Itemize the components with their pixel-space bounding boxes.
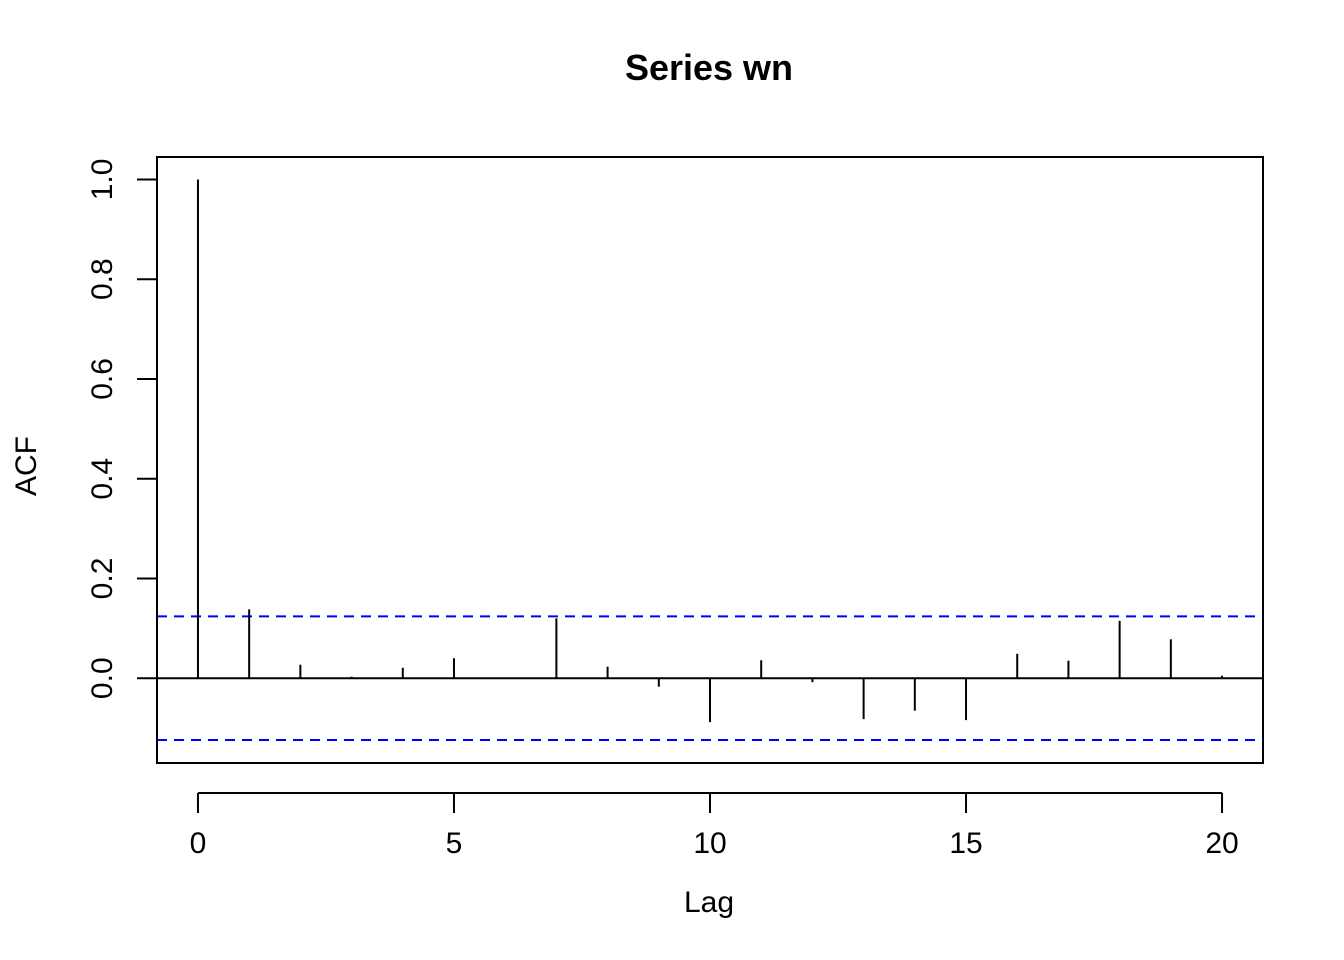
- x-axis-label: Lag: [684, 886, 734, 919]
- chart-marks: 0 5 10 15 20 0.0 0.2 0.4 0.6 0.8 1.0: [86, 159, 1263, 860]
- plot-frame: [156, 156, 1264, 764]
- x-tick-label: 5: [446, 827, 463, 860]
- y-tick-label: 0.8: [86, 258, 119, 300]
- x-tick-label: 0: [190, 827, 207, 860]
- x-tick-label: 20: [1205, 827, 1238, 860]
- y-tick-label: 0.6: [86, 358, 119, 400]
- y-tick-label: 0.4: [86, 458, 119, 500]
- y-tick-label: 1.0: [86, 159, 119, 201]
- y-axis-label: ACF: [10, 436, 43, 496]
- chart-title: Series wn: [625, 47, 793, 88]
- x-tick-label: 15: [949, 827, 982, 860]
- x-tick-label: 10: [693, 827, 726, 860]
- y-tick-label: 0.2: [86, 558, 119, 600]
- y-tick-label: 0.0: [86, 657, 119, 699]
